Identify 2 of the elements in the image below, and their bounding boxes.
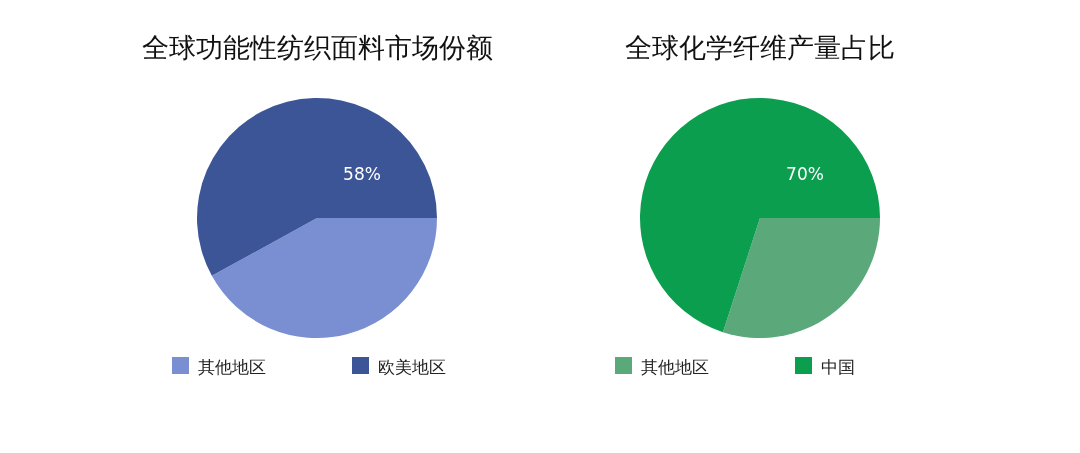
title: 全球化学纤维产量占比 (625, 32, 895, 63)
title: 全球功能性纺织面料市场份额 (141, 32, 493, 63)
